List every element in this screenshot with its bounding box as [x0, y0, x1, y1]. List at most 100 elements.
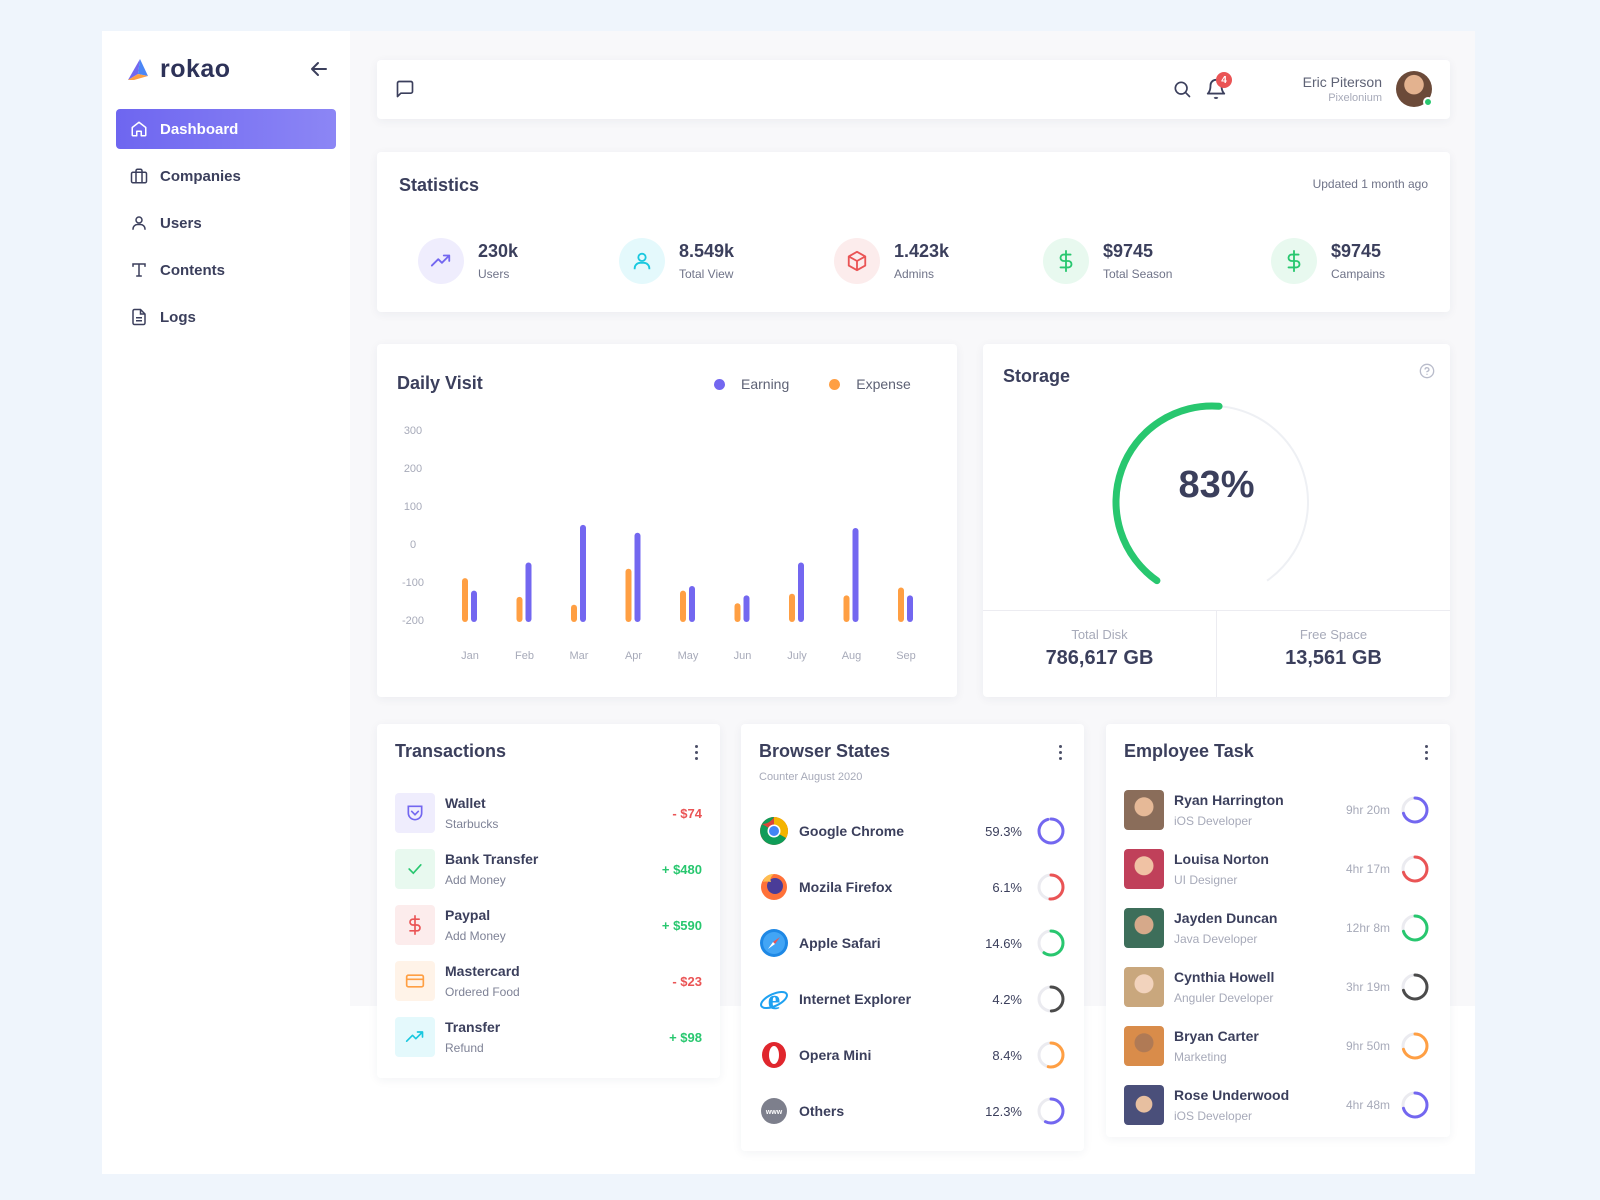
browser-list: Google Chrome 59.3% Mozila Firefox 6.1% … — [759, 803, 1066, 1139]
transactions-list: Wallet Starbucks - $74 Bank Transfer Add M… — [395, 785, 702, 1065]
employee-time: 9hr 20m — [1345, 802, 1390, 817]
user-icon — [132, 216, 146, 230]
stat-value: $9745 — [1331, 241, 1382, 261]
browser-row[interactable]: Apple Safari 14.6% — [759, 915, 1066, 971]
ring-progress — [1401, 973, 1429, 1000]
employee-row[interactable]: Rose Underwood iOS Developer 4hr 48m — [1124, 1075, 1430, 1134]
employee-row[interactable]: Bryan Carter Marketing 9hr 50m — [1124, 1016, 1430, 1075]
dollar-icon — [409, 915, 421, 935]
task-progress-ring — [1401, 855, 1429, 882]
bar-expense — [625, 568, 632, 622]
employee-name: Bryan Carter — [1174, 1027, 1259, 1044]
employee-role: Java Developer — [1174, 931, 1258, 946]
sidebar-item-companies[interactable]: Companies — [116, 156, 336, 196]
storage-percent: 83% — [1178, 464, 1255, 506]
bar-earning — [907, 595, 913, 622]
free-space: Free Space 13,561 GB — [1217, 627, 1450, 670]
browser-row[interactable]: Google Chrome 59.3% — [759, 803, 1066, 859]
chrome-icon — [760, 817, 788, 845]
stat-value: 8.549k — [679, 241, 735, 261]
statistics-updated: Updated 1 month ago — [1312, 177, 1428, 191]
help-button[interactable] — [1419, 363, 1435, 384]
browser-row[interactable]: www Others 12.3% — [759, 1083, 1066, 1139]
daily-visit-chart: 300 200 100 0 -100 -200 Jan Feb Mar Apr May Jun July… — [402, 425, 916, 662]
avatar — [1124, 907, 1164, 948]
browser-row[interactable]: Opera Mini 8.4% — [759, 1027, 1066, 1083]
file-icon — [132, 308, 146, 326]
storage-gauge — [1112, 402, 1309, 585]
notifications-button[interactable]: 4 — [1205, 72, 1232, 105]
bar-earning — [689, 585, 695, 622]
employee-task-title: Employee Task — [1124, 741, 1254, 761]
bar-earning — [525, 562, 532, 622]
avatar[interactable] — [1396, 71, 1433, 107]
transaction-title: Paypal — [445, 907, 491, 923]
bar-earning — [634, 532, 641, 622]
transaction-row[interactable]: Mastercard Ordered Food - $23 — [395, 953, 702, 1009]
stat-value: $9745 — [1103, 241, 1154, 261]
logo[interactable]: rokao — [126, 55, 231, 84]
search-button[interactable] — [1172, 79, 1192, 104]
transactions-menu-button[interactable] — [686, 742, 706, 762]
sidebar-item-label: Contents — [160, 261, 225, 279]
browser-states-subtitle: Counter August 2020 — [759, 771, 863, 783]
transaction-title: Bank Transfer — [445, 851, 539, 867]
collapse-sidebar-button[interactable] — [307, 57, 331, 81]
transaction-row[interactable]: Bank Transfer Add Money + $480 — [395, 841, 702, 897]
browser-states-menu-button[interactable] — [1050, 742, 1070, 762]
x-tick-label: Apr — [625, 650, 642, 662]
arrow-left-icon — [311, 62, 327, 76]
trending-up-icon — [405, 1031, 424, 1042]
user-icon — [633, 252, 651, 270]
browser-percent: 4.2% — [992, 991, 1022, 1007]
sidebar-item-contents[interactable]: Contents — [116, 250, 336, 290]
browser-percent: 14.6% — [985, 935, 1022, 951]
sidebar-item-dashboard[interactable]: Dashboard — [116, 109, 336, 149]
stat-total-view: 8.549k Total View — [619, 238, 734, 284]
wallet-icon — [407, 805, 423, 821]
bar-earning — [798, 562, 804, 622]
transaction-sub: Add Money — [445, 873, 506, 887]
employee-row[interactable]: Louisa Norton UI Designer 4hr 17m — [1124, 839, 1430, 898]
browser-progress-ring — [1037, 817, 1065, 845]
browser-row[interactable]: Mozila Firefox 6.1% — [759, 859, 1066, 915]
employee-row[interactable]: Jayden Duncan Java Developer 12hr 8m — [1124, 898, 1430, 957]
browser-row[interactable]: e Internet Explorer 4.2% — [759, 971, 1066, 1027]
employee-row[interactable]: Ryan Harrington iOS Developer 9hr 20m — [1124, 780, 1430, 839]
transaction-row[interactable]: Transfer Refund + $98 — [395, 1009, 702, 1065]
chat-button[interactable] — [395, 79, 415, 104]
transaction-title: Mastercard — [445, 963, 520, 979]
transaction-amount: - $74 — [672, 805, 702, 821]
browser-name: Opera Mini — [799, 1047, 872, 1063]
sidebar-nav: Dashboard Companies Users Contents Logs — [116, 109, 336, 344]
storage-title: Storage — [1003, 366, 1071, 386]
sidebar-item-users[interactable]: Users — [116, 203, 336, 243]
transaction-icon-box — [395, 961, 435, 1001]
text-icon — [132, 263, 146, 277]
employee-row[interactable]: Cynthia Howell Anguler Developer 3hr 19m — [1124, 957, 1430, 1016]
logo-icon — [128, 58, 148, 80]
stat-total-season: $9745 Total Season — [1043, 238, 1172, 284]
browser-progress-ring — [1037, 929, 1065, 957]
browser-name: Google Chrome — [799, 823, 905, 839]
stat-label: Admins — [894, 267, 935, 281]
employee-task-menu-button[interactable] — [1416, 742, 1436, 762]
briefcase-icon — [130, 168, 148, 184]
transaction-amount: + $590 — [661, 917, 702, 933]
user-info[interactable]: Eric Piterson Pixelonium — [1303, 74, 1382, 104]
gauge-fill — [1112, 402, 1223, 585]
stat-label: Campains — [1331, 267, 1386, 281]
firefox-icon — [761, 874, 787, 900]
transaction-row[interactable]: Wallet Starbucks - $74 — [395, 785, 702, 841]
sidebar-item-logs[interactable]: Logs — [116, 297, 336, 337]
legend-earning[interactable]: Earning — [714, 376, 789, 392]
transaction-amount: + $98 — [669, 1029, 702, 1045]
bar-expense — [734, 603, 741, 622]
x-tick-label: July — [787, 650, 807, 662]
legend-expense[interactable]: Expense — [829, 376, 911, 392]
browser-progress-ring — [1037, 985, 1065, 1013]
sidebar: rokao Dashboard Companies Users Contents — [102, 31, 350, 1174]
legend-label: Earning — [741, 376, 790, 392]
transaction-row[interactable]: Paypal Add Money + $590 — [395, 897, 702, 953]
employee-name: Jayden Duncan — [1174, 909, 1278, 926]
